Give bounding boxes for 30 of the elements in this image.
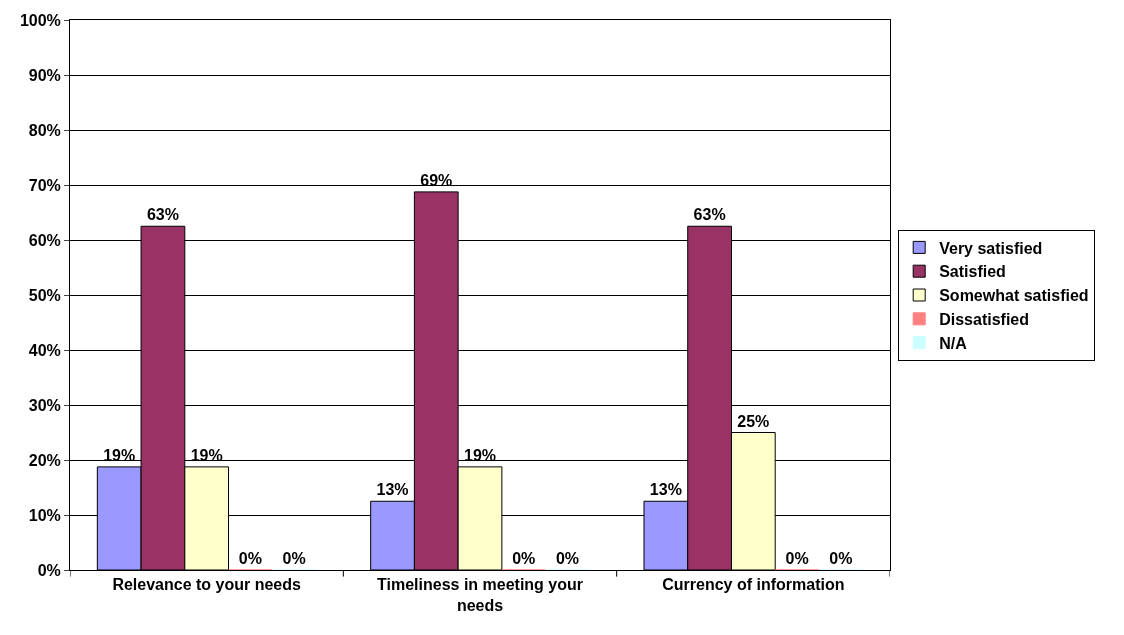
data-label: 13% [376,481,409,499]
data-label: 0% [512,550,536,567]
x-tick-label: Timeliness in meeting your needs [377,576,583,614]
data-label: 25% [737,412,770,430]
x-tick-label: Currency of information [662,576,845,594]
legend-label: N/A [939,334,968,352]
legend-label: Dissatisfied [939,311,1030,329]
legend-label: Somewhat satisfied [939,287,1089,305]
data-label: 63% [693,206,726,224]
data-label: 0% [238,550,262,567]
y-tick-label: 10% [28,506,61,524]
y-tick-label: 70% [28,176,61,194]
x-tick-label: Relevance to your needs [112,576,302,594]
legend-label: Satisfied [939,263,1006,281]
y-tick-label: 90% [28,66,61,84]
data-label: 0% [282,550,306,567]
y-tick-label: 60% [28,231,61,249]
y-tick-label: 50% [28,286,61,304]
data-label: 0% [785,550,809,567]
y-tick-label: 30% [28,396,61,414]
y-tick-label: 20% [28,451,61,469]
data-label: 0% [555,550,580,567]
y-tick-label: 40% [28,341,61,359]
data-label: 0% [829,550,853,567]
y-tick-label: 0% [37,561,61,579]
data-label: 13% [649,481,682,499]
legend-label: Very satisfied [939,239,1043,257]
data-label: 63% [146,206,179,224]
y-tick-label: 100% [19,11,61,29]
y-tick-label: 80% [28,121,61,139]
